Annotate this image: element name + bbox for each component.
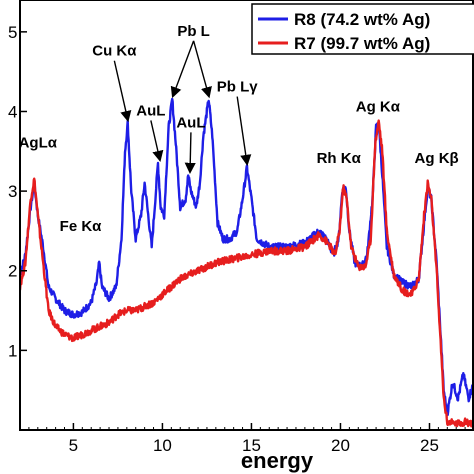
- peak-label: AgLα: [19, 134, 58, 151]
- y-tick-label: 4: [8, 102, 17, 121]
- legend-label: R8 (74.2 wt% Ag): [294, 10, 430, 29]
- x-tick-label: 10: [153, 436, 172, 455]
- annotations: AgLα Fe Kα Cu Kα AuL AuL Pb L Pb Lγ Rh Kα Ag Kα A…: [19, 23, 459, 235]
- legend-box: [251, 3, 474, 55]
- legend: R8 (74.2 wt% Ag) R7 (99.7 wt% Ag): [251, 3, 474, 55]
- y-tick-label: 3: [8, 182, 17, 201]
- y-tick-label: 1: [8, 341, 17, 360]
- peak-arrow: [170, 40, 195, 99]
- peak-label: AuL: [136, 102, 165, 119]
- peak-label: Pb L: [177, 23, 210, 40]
- peak-arrow: [184, 132, 196, 175]
- x-tick-label: 5: [69, 436, 78, 455]
- peak-arrow: [236, 96, 252, 167]
- series-line-2: [20, 119, 474, 428]
- y-tick-label: 2: [8, 262, 17, 281]
- y-tick-label: 5: [8, 23, 17, 42]
- legend-label: R7 (99.7 wt% Ag): [294, 34, 430, 53]
- x-axis-title: energy: [241, 448, 314, 473]
- peak-label: Pb Lγ: [217, 79, 258, 96]
- series-layer: [20, 97, 474, 428]
- plot-frame: [19, 0, 474, 431]
- peak-label: Cu Kα: [92, 43, 137, 60]
- peak-label: Fe Kα: [60, 218, 103, 235]
- peak-label: AuL: [176, 114, 205, 131]
- x-tick-label: 20: [331, 436, 350, 455]
- peak-label: Rh Kα: [317, 150, 362, 167]
- peak-label: Ag Kα: [356, 98, 401, 115]
- x-tick-label: 15: [242, 436, 261, 455]
- peak-arrow: [113, 60, 132, 123]
- peak-label: Ag Kβ: [415, 150, 459, 167]
- axis-ticks: 5 10 15 20 25 1 2 3 4 5: [8, 23, 474, 455]
- peak-arrow: [150, 120, 164, 162]
- x-tick-label: 25: [420, 436, 439, 455]
- peak-arrow: [192, 40, 212, 99]
